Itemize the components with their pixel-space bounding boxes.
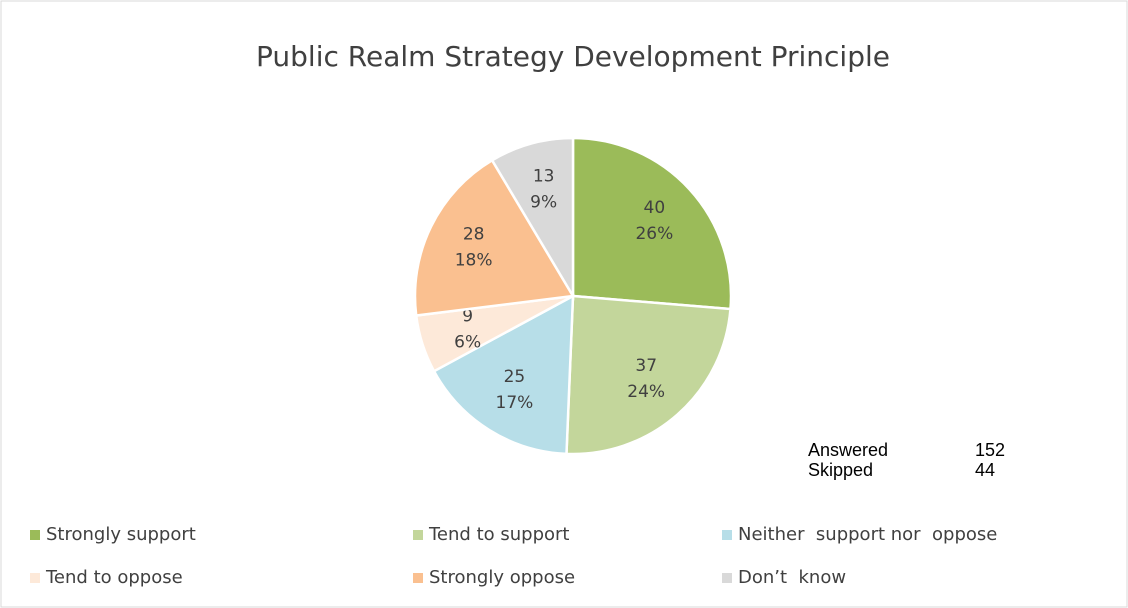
percent-label: 24% [627, 382, 665, 402]
data-label: 28 [463, 224, 485, 244]
pie-slice [490, 136, 575, 301]
pie-slice [413, 158, 576, 317]
legend-label: Neither support nor oppose [738, 524, 997, 545]
legend-swatch [30, 530, 40, 540]
chart-title: Public Realm Strategy Development Princi… [256, 40, 890, 73]
percent-label: 26% [635, 224, 673, 244]
percent-label: 17% [496, 393, 534, 413]
legend-swatch [722, 573, 732, 583]
legend-label: Strongly support [46, 524, 196, 545]
percent-label: 9% [530, 192, 557, 212]
annotation-label: Answered [808, 440, 888, 460]
data-label: 37 [635, 356, 657, 376]
data-label: 9 [462, 307, 473, 327]
legend-swatch [30, 573, 40, 583]
legend-label: Don’t know [738, 567, 846, 588]
percent-label: 18% [455, 250, 493, 270]
pie-slice [432, 293, 575, 456]
annotation-value: 152 [975, 440, 1005, 460]
data-label: 13 [533, 166, 555, 186]
pie-slice [565, 294, 732, 456]
legend-swatch [413, 530, 423, 540]
legend-label: Tend to support [428, 524, 569, 545]
annotation-label: Skipped [808, 460, 873, 480]
annotation-value: 44 [975, 460, 995, 480]
legend-label: Tend to oppose [45, 567, 183, 588]
pie-slice [571, 136, 733, 311]
legend-label: Strongly oppose [429, 567, 575, 588]
data-label: 25 [504, 367, 526, 387]
legend-swatch [413, 573, 423, 583]
data-label: 40 [644, 198, 666, 218]
percent-label: 6% [454, 333, 481, 353]
legend-swatch [722, 530, 732, 540]
